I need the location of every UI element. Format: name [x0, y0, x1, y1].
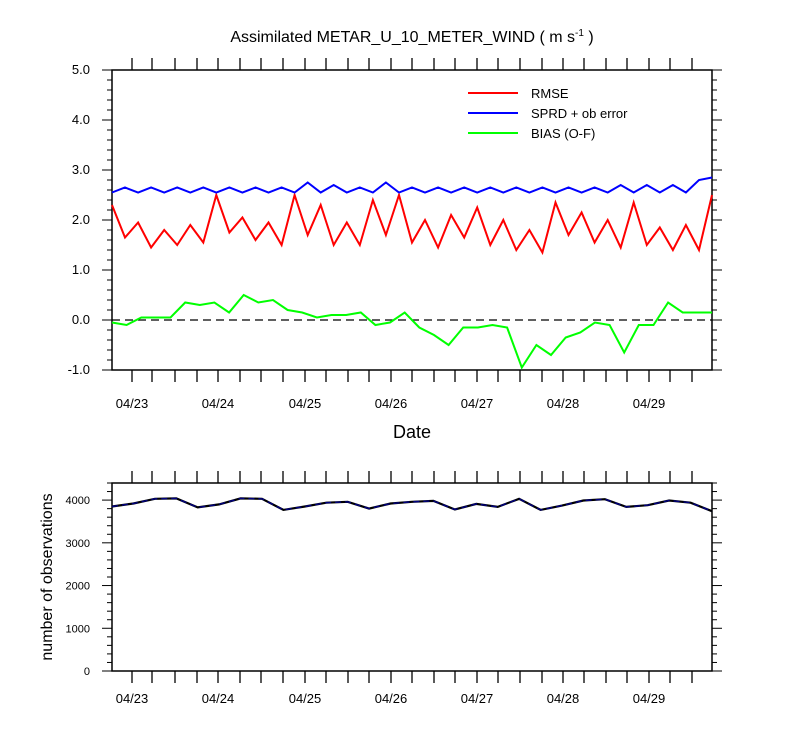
top-axis-ticks: [102, 58, 722, 382]
x-tick-label: 04/25: [289, 691, 322, 706]
legend: RMSE SPRD + ob error BIAS (O-F): [468, 86, 628, 141]
legend-label: SPRD + ob error: [531, 106, 628, 121]
y-tick-label: 2000: [66, 581, 90, 593]
series-line-bias-o-f: [111, 293, 712, 370]
y-tick-label: 4.0: [72, 112, 90, 127]
title-superscript: -1: [575, 28, 584, 39]
y-tick-label: 3000: [66, 538, 90, 550]
series-line-rmse: [111, 191, 713, 256]
title-suffix: ): [584, 29, 594, 46]
x-tick-label: 04/29: [633, 396, 666, 411]
series-line-sprd-ob-error: [111, 176, 713, 194]
x-tick-label: 04/27: [461, 396, 494, 411]
bottom-y-tick-labels: 4000 3000 2000 1000 0: [66, 495, 90, 678]
x-tick-label: 04/27: [461, 691, 494, 706]
y-tick-label: -1.0: [68, 362, 90, 377]
x-tick-label: 04/28: [547, 691, 580, 706]
x-tick-label: 04/23: [116, 691, 149, 706]
observations-line: [111, 497, 713, 512]
legend-label: RMSE: [531, 86, 569, 101]
top-y-tick-labels: 5.0 4.0 3.0 2.0 1.0 0.0 -1.0: [68, 62, 90, 377]
y-tick-label: 3.0: [72, 162, 90, 177]
x-tick-label: 04/26: [375, 691, 408, 706]
x-tick-label: 04/23: [116, 396, 149, 411]
y-tick-label: 4000: [66, 495, 90, 507]
x-tick-label: 04/26: [375, 396, 408, 411]
x-tick-label: 04/24: [202, 396, 235, 411]
bottom-axis-ticks: [102, 471, 722, 683]
y-tick-label: 1.0: [72, 262, 90, 277]
chart-title: Assimilated METAR_U_10_METER_WIND ( m s-…: [230, 28, 593, 46]
legend-label: BIAS (O-F): [531, 126, 595, 141]
y-tick-label: 2.0: [72, 212, 90, 227]
x-axis-label: Date: [393, 422, 431, 442]
y-tick-label: 0: [84, 666, 90, 678]
x-tick-label: 04/28: [547, 396, 580, 411]
y-axis-label: number of observations: [39, 493, 56, 660]
y-tick-label: 1000: [66, 623, 90, 635]
x-tick-label: 04/29: [633, 691, 666, 706]
observations-line-outline: [111, 497, 713, 513]
x-tick-label: 04/24: [202, 691, 235, 706]
y-tick-label: 0.0: [72, 312, 90, 327]
top-x-tick-labels: 04/23 04/24 04/25 04/26 04/27 04/28 04/29: [116, 396, 666, 411]
bottom-plot-frame: [111, 482, 713, 672]
y-tick-label: 5.0: [72, 62, 90, 77]
x-tick-label: 04/25: [289, 396, 322, 411]
top-series-lines: [111, 176, 713, 370]
bottom-x-tick-labels: 04/23 04/24 04/25 04/26 04/27 04/28 04/29: [116, 691, 666, 706]
bottom-series-lines: [111, 497, 713, 513]
title-main: Assimilated METAR_U_10_METER_WIND ( m s: [230, 29, 575, 46]
top-chart: Assimilated METAR_U_10_METER_WIND ( m s-…: [68, 28, 722, 442]
